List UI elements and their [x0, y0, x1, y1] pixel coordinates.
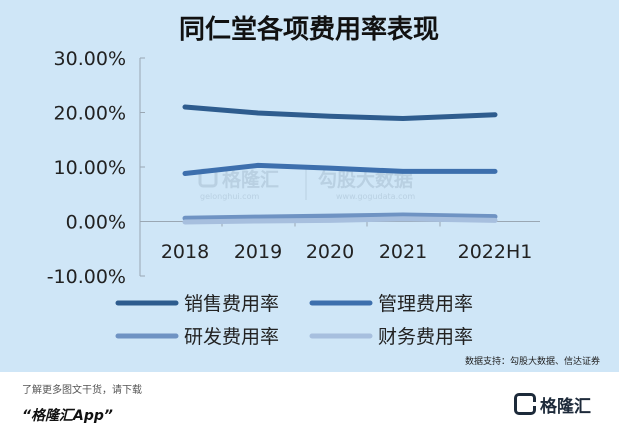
series-line-1 — [182, 104, 498, 121]
series-line-2 — [182, 162, 498, 176]
footer: 了解更多图文干货，请下载 “格隆汇App” 格隆汇 — [0, 372, 619, 433]
series-line-3 — [182, 212, 498, 221]
watermark: 格隆汇 gelonghui.com 勾股大数据 www.gogudata.com — [198, 166, 415, 201]
y-tick-label: -10.00% — [47, 266, 126, 288]
footer-note: 了解更多图文干货，请下载 — [22, 385, 142, 396]
watermark-logo-text: 格隆汇 — [222, 168, 279, 191]
chart-title: 同仁堂各项费用率表现 — [179, 14, 439, 45]
y-tick-label: 30.00% — [54, 48, 126, 70]
series-lines — [182, 104, 498, 225]
watermark-logo-domain: gelonghui.com — [200, 192, 259, 201]
x-tick-label: 2018 — [161, 241, 209, 263]
watermark-partner-text: 勾股大数据 — [318, 168, 413, 191]
legend-label: 研发费用率 — [184, 326, 279, 348]
chart: 同仁堂各项费用率表现 格隆汇 gelonghui.com 勾股大数据 www.g… — [47, 14, 600, 367]
chart-card: 同仁堂各项费用率表现 格隆汇 gelonghui.com 勾股大数据 www.g… — [0, 0, 619, 372]
x-tick-label: 2021 — [379, 241, 427, 263]
y-axis: 30.00% 20.00% 10.00% 0.00% -10.00% — [47, 48, 145, 288]
x-tick-label: 2020 — [306, 241, 354, 263]
y-tick-label: 20.00% — [54, 103, 126, 125]
footer-logo-text: 格隆汇 — [540, 396, 591, 417]
legend-label: 销售费用率 — [184, 293, 279, 315]
footer-logo: 格隆汇 — [514, 391, 591, 417]
footer-app-name: “格隆汇App” — [22, 408, 113, 424]
legend-label: 财务费用率 — [378, 326, 473, 348]
y-tick-label: 10.00% — [54, 157, 126, 179]
watermark-partner-domain: www.gogudata.com — [336, 192, 415, 201]
legend-label: 管理费用率 — [378, 293, 473, 315]
x-axis: 2018 2019 2020 2021 2022H1 — [161, 221, 533, 263]
logo-icon — [514, 393, 536, 415]
x-tick-label: 2022H1 — [458, 241, 533, 263]
series-line-4 — [182, 216, 498, 225]
x-tick-label: 2019 — [234, 241, 282, 263]
y-tick-label: 0.00% — [66, 212, 126, 234]
source-note: 数据支持：勾股大数据、信达证券 — [465, 355, 600, 367]
